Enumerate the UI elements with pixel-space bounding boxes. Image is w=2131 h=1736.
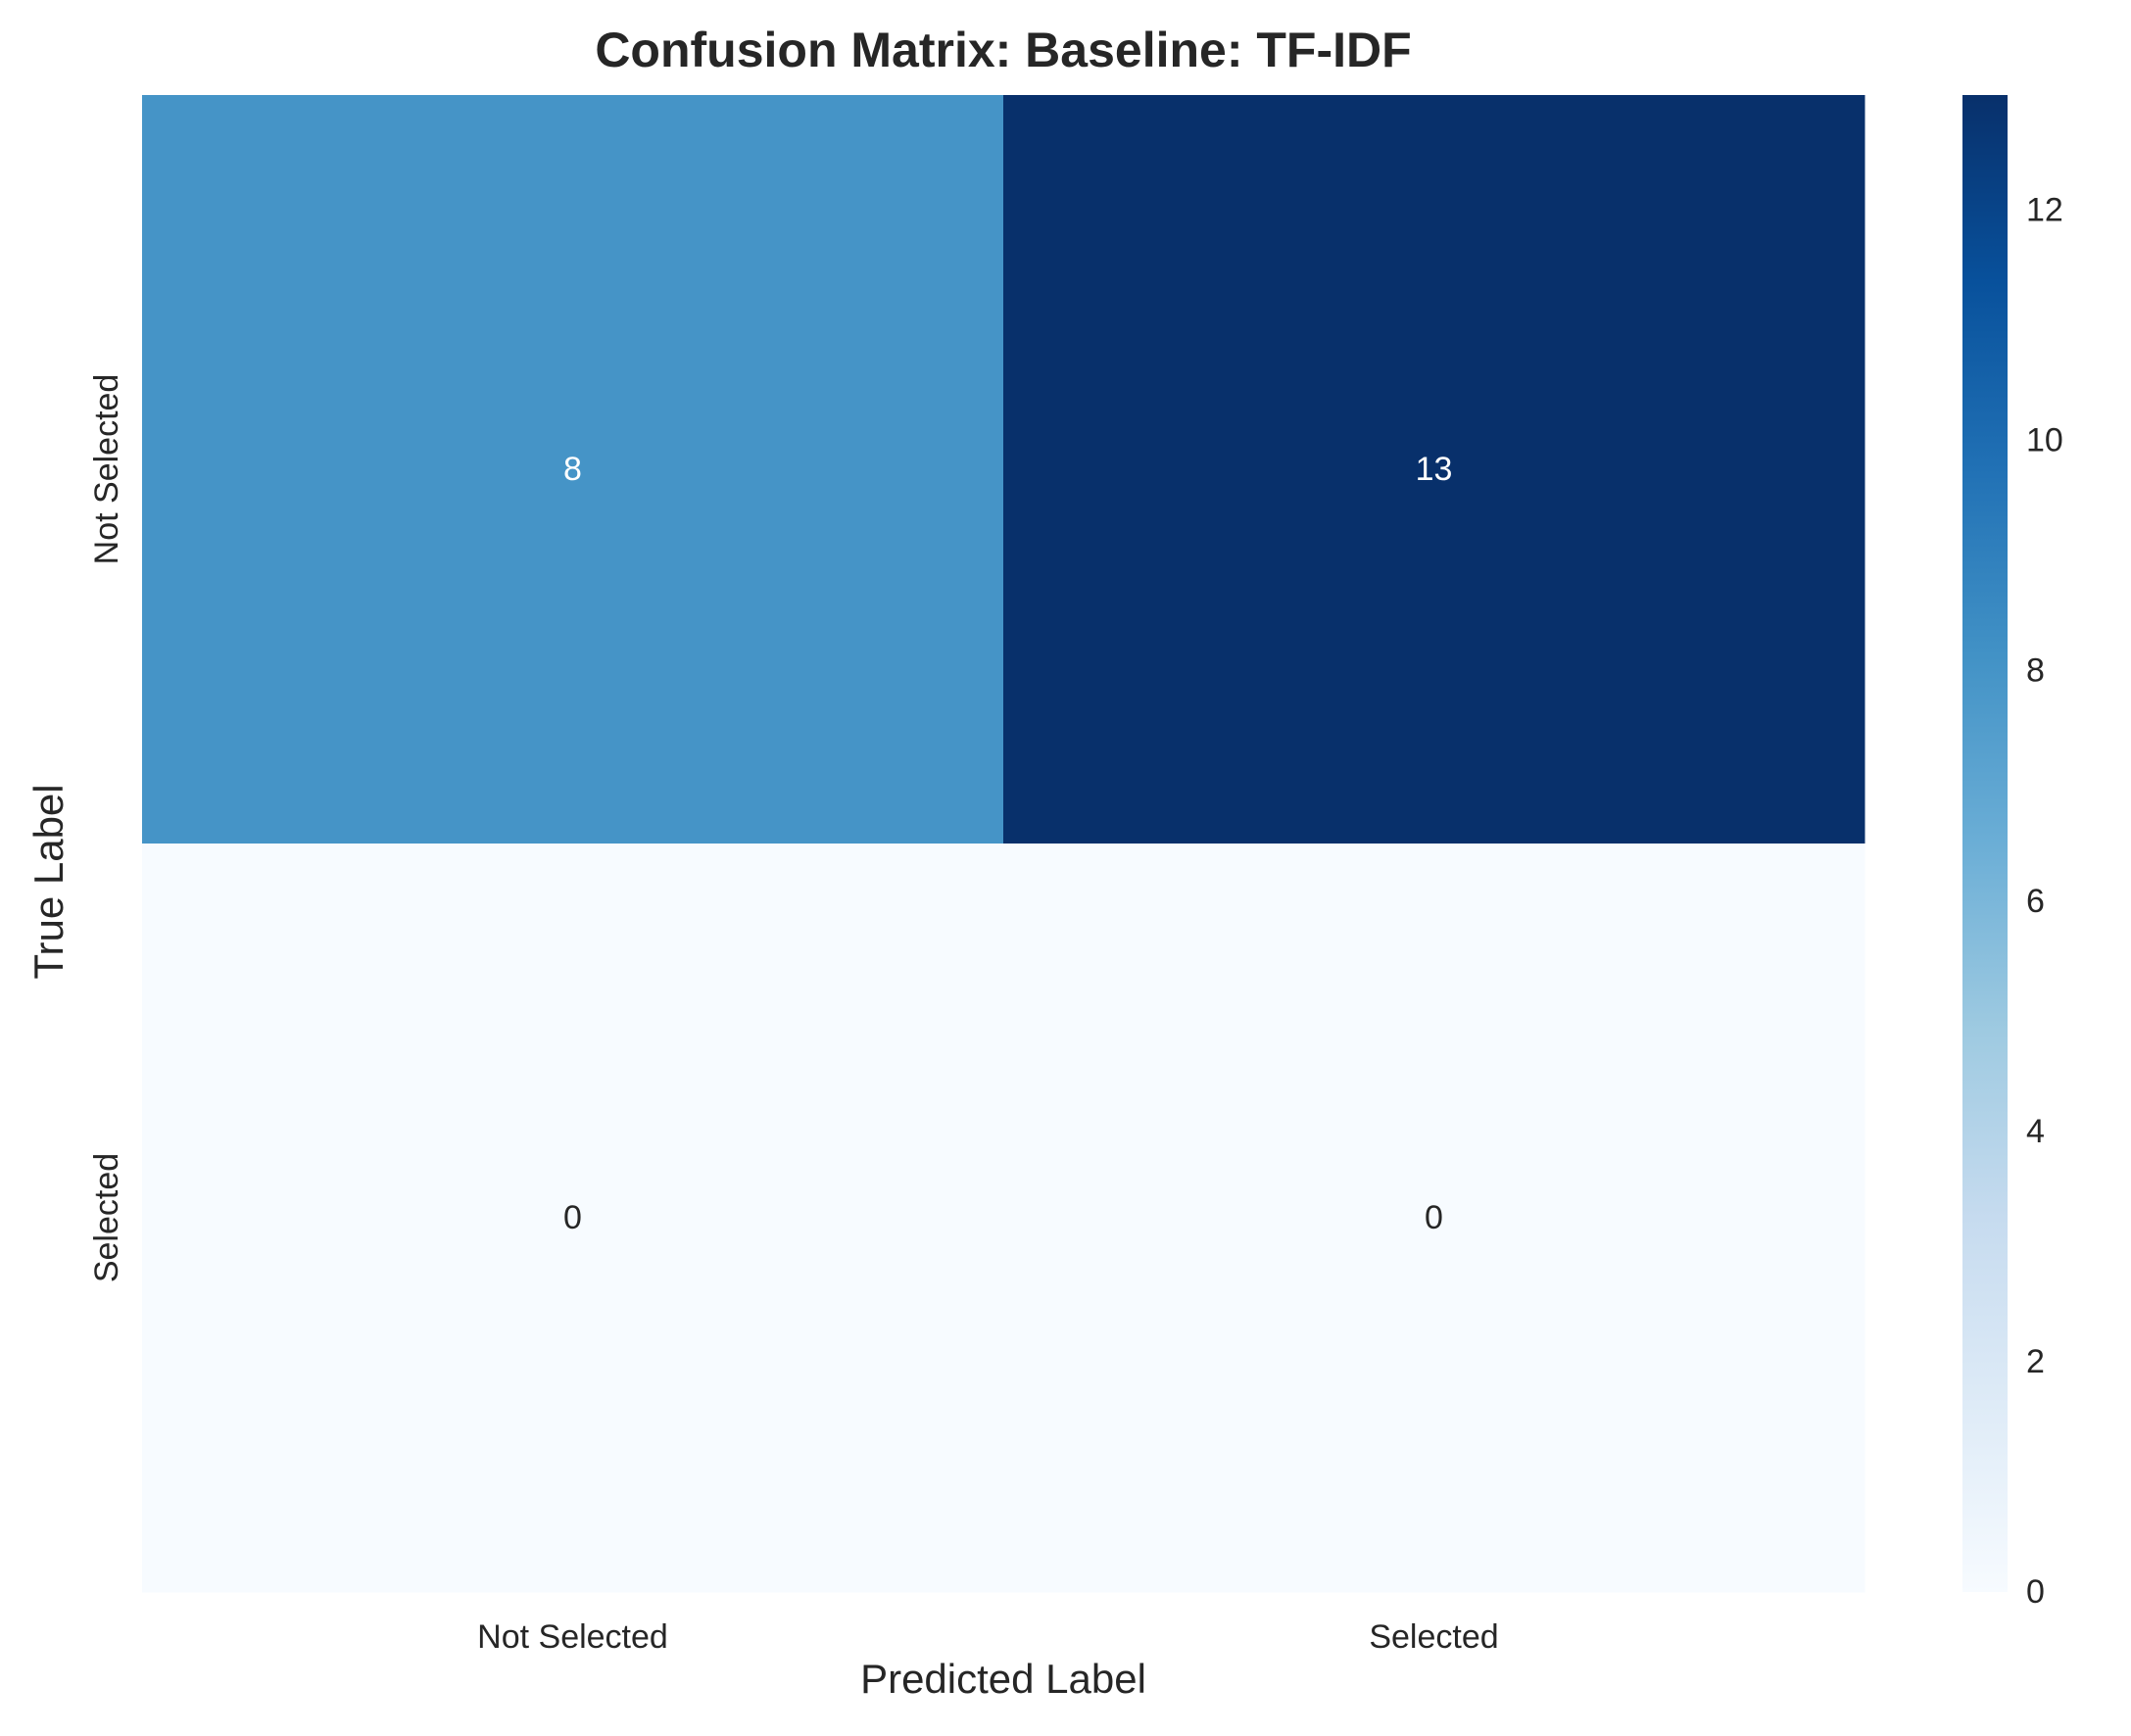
colorbar-tick-label: 12 — [2026, 192, 2063, 229]
colorbar — [1962, 95, 2008, 1592]
heatmap-cell — [1003, 844, 1865, 1593]
x-tick-labels: Not Selected Selected — [477, 1618, 1499, 1656]
heatmap-cell — [1003, 95, 1865, 844]
x-tick-label: Not Selected — [477, 1618, 668, 1656]
colorbar-tick-label: 0 — [2026, 1573, 2045, 1611]
cell-value-label: 0 — [563, 1199, 582, 1236]
colorbar-ticks: 0 2 4 6 8 10 12 — [2008, 192, 2063, 1611]
y-axis-label: True Label — [25, 784, 72, 979]
cell-value-label: 13 — [1416, 451, 1453, 488]
y-tick-label: Not Selected — [88, 374, 125, 565]
colorbar-tick-label: 10 — [2026, 422, 2063, 459]
chart-title: Confusion Matrix: Baseline: TF-IDF — [595, 23, 1411, 77]
heatmap-cells — [142, 95, 1865, 1593]
y-tick-labels: Not Selected Selected — [88, 374, 125, 1283]
x-tick-label: Selected — [1369, 1618, 1498, 1656]
y-tick-label: Selected — [88, 1153, 125, 1282]
cell-value-label: 0 — [1425, 1199, 1443, 1236]
colorbar-tick-label: 2 — [2026, 1343, 2045, 1380]
cell-value-label: 8 — [563, 451, 582, 488]
heatmap-cell — [142, 95, 1004, 844]
colorbar-tick-label: 6 — [2026, 883, 2045, 920]
heatmap-cell-labels: 8 13 0 0 — [563, 451, 1452, 1236]
heatmap-cell — [142, 844, 1004, 1593]
colorbar-tick-label: 4 — [2026, 1113, 2045, 1150]
x-axis-label: Predicted Label — [860, 1656, 1146, 1702]
colorbar-tick-label: 8 — [2026, 652, 2045, 690]
